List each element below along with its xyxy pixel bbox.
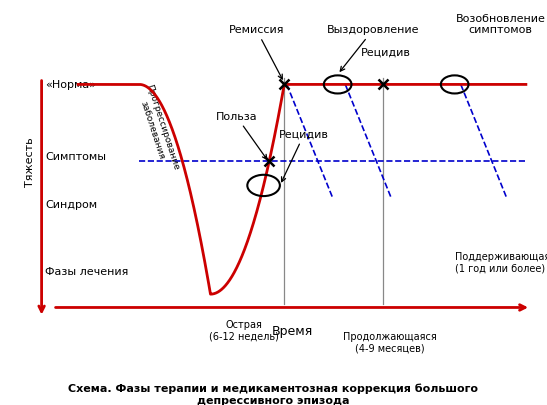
Text: Рецидив: Рецидив bbox=[361, 47, 411, 57]
Text: Прогрессирование
заболевания: Прогрессирование заболевания bbox=[134, 83, 180, 174]
Text: Выздоровление: Выздоровление bbox=[327, 26, 420, 72]
Text: Фазы лечения: Фазы лечения bbox=[45, 266, 129, 276]
Text: Время: Время bbox=[271, 325, 312, 338]
Text: Польза: Польза bbox=[216, 112, 267, 160]
Text: Рецидив: Рецидив bbox=[280, 130, 329, 182]
Text: Схема. Фазы терапии и медикаментозная коррекция большого
депрессивного эпизода: Схема. Фазы терапии и медикаментозная ко… bbox=[68, 383, 479, 405]
Text: «Норма»: «Норма» bbox=[45, 80, 96, 90]
Text: Ремиссия: Ремиссия bbox=[229, 26, 284, 80]
Text: Тяжесть: Тяжесть bbox=[25, 137, 35, 186]
Text: Возобновление
симптомов: Возобновление симптомов bbox=[456, 14, 545, 35]
Text: Симптомы: Симптомы bbox=[45, 151, 106, 162]
Text: Поддерживающая
(1 год или более): Поддерживающая (1 год или более) bbox=[455, 251, 547, 273]
Text: Синдром: Синдром bbox=[45, 200, 97, 210]
Text: Продолжающаяся
(4-9 месяцев): Продолжающаяся (4-9 месяцев) bbox=[343, 331, 437, 352]
Text: Острая
(6-12 недель): Острая (6-12 недель) bbox=[208, 319, 278, 341]
